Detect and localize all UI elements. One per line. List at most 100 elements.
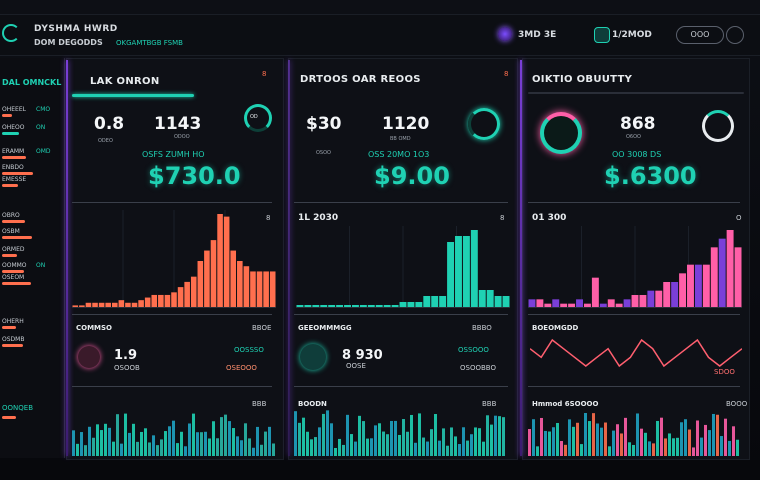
bar bbox=[72, 305, 79, 308]
panel-1-bar-chart bbox=[72, 210, 276, 308]
bar bbox=[336, 305, 344, 308]
sidebar-item-label[interactable]: OBRO bbox=[2, 212, 20, 219]
sidebar-item-bar bbox=[2, 156, 26, 159]
sidebar-item-label[interactable]: OSDMB bbox=[2, 336, 25, 343]
panel-2-status-icon[interactable] bbox=[300, 344, 326, 370]
panel-2-glow-edge bbox=[288, 60, 290, 456]
strip-bar bbox=[362, 421, 365, 456]
panel-3-mid-label: OO 3008 DS bbox=[612, 150, 662, 159]
bar bbox=[478, 290, 486, 308]
strip-bar bbox=[568, 419, 571, 456]
bar bbox=[230, 250, 237, 308]
bar bbox=[312, 305, 320, 308]
bar bbox=[131, 302, 138, 308]
bar bbox=[494, 296, 502, 308]
strip-bar bbox=[402, 419, 405, 456]
panel-3-divider-3 bbox=[528, 386, 740, 387]
strip-bar bbox=[696, 420, 699, 456]
strip-bar bbox=[700, 437, 703, 456]
sidebar-item-bar bbox=[2, 114, 12, 117]
strip-bar bbox=[564, 444, 567, 456]
sidebar-item-label[interactable]: OSEOM bbox=[2, 274, 25, 281]
strip-bar bbox=[378, 423, 381, 456]
bar bbox=[399, 302, 407, 308]
strip-bar bbox=[338, 438, 341, 456]
panel-1-section-right: BBOE bbox=[252, 324, 272, 332]
sidebar-item-bar bbox=[2, 132, 19, 135]
strip-bar bbox=[108, 427, 111, 456]
sidebar-item-bar bbox=[2, 326, 16, 329]
sidebar-item-value: ON bbox=[36, 124, 46, 131]
sidebar-item-label[interactable]: OOMMO bbox=[2, 262, 27, 269]
panel-1-alert-icon[interactable] bbox=[78, 346, 100, 368]
strip-bar bbox=[438, 440, 441, 456]
sidebar-item-label[interactable]: OSBM bbox=[2, 228, 20, 235]
strip-bar bbox=[736, 439, 739, 456]
bar bbox=[237, 261, 243, 308]
sidebar-bottom-label[interactable]: OONQEB bbox=[2, 404, 33, 412]
sidebar-item-label[interactable]: OHEOO bbox=[2, 124, 25, 131]
bar bbox=[85, 302, 92, 308]
bar bbox=[568, 303, 576, 308]
user-label[interactable]: 3MD 3E bbox=[518, 30, 557, 40]
user-avatar-icon[interactable] bbox=[498, 27, 512, 41]
calendar-icon[interactable] bbox=[594, 27, 610, 43]
brand-subtitle: DOM DEGODDS bbox=[34, 38, 103, 47]
panel-2-divider bbox=[294, 202, 508, 203]
bar bbox=[263, 271, 269, 308]
panel-3-donut-icon[interactable] bbox=[540, 112, 582, 154]
strip-bar bbox=[442, 428, 445, 456]
strip-bar bbox=[124, 413, 127, 456]
panel-2-big-value: $9.00 bbox=[374, 162, 450, 190]
bar bbox=[98, 302, 105, 308]
strip-bar bbox=[382, 431, 385, 456]
bar bbox=[544, 303, 552, 308]
strip-bar bbox=[358, 415, 361, 456]
strip-bar bbox=[684, 419, 687, 456]
strip-bar bbox=[624, 417, 627, 456]
bar bbox=[92, 302, 98, 308]
bar bbox=[470, 230, 478, 308]
bar bbox=[455, 236, 462, 308]
strip-bar bbox=[200, 432, 203, 456]
bar bbox=[447, 242, 455, 308]
sidebar-item-label[interactable]: OHEEEL bbox=[2, 106, 26, 113]
bar bbox=[576, 299, 583, 308]
strip-bar bbox=[588, 421, 591, 456]
strip-bar bbox=[188, 423, 191, 456]
strip-bar bbox=[156, 445, 159, 456]
strip-bar bbox=[256, 426, 259, 456]
panel-3-bottom-right: BOOO bbox=[726, 400, 748, 408]
sidebar-item-label[interactable]: EMESSE bbox=[2, 176, 27, 183]
sidebar-item-label[interactable]: ERAMM bbox=[2, 148, 25, 155]
bar bbox=[552, 299, 560, 308]
strip-bar bbox=[164, 431, 167, 456]
settings-circle-button[interactable] bbox=[726, 26, 744, 44]
sidebar-item-label[interactable]: ORMED bbox=[2, 246, 25, 253]
panel-3-strip-chart bbox=[528, 412, 739, 456]
strip-bar bbox=[596, 423, 599, 456]
bar bbox=[639, 295, 647, 308]
strip-bar bbox=[528, 429, 531, 456]
panel-1-section-value: 1.9 bbox=[114, 348, 138, 363]
bar bbox=[734, 247, 742, 308]
strip-bar bbox=[584, 412, 587, 456]
strip-bar bbox=[418, 413, 421, 456]
sidebar-item-bar bbox=[2, 184, 18, 187]
panel-2-strip-chart bbox=[294, 410, 505, 456]
sidebar-item-label[interactable]: OHERH bbox=[2, 318, 24, 325]
bar bbox=[171, 292, 177, 308]
bar bbox=[560, 303, 568, 308]
strip-bar bbox=[148, 442, 151, 456]
strip-bar bbox=[144, 428, 147, 456]
panel-2-kpi-b: 1120 bbox=[382, 114, 430, 134]
bar bbox=[439, 296, 447, 308]
bar bbox=[718, 238, 726, 308]
strip-bar bbox=[716, 414, 719, 456]
toggle-pill-button[interactable]: OOO bbox=[676, 26, 724, 44]
logo-icon[interactable] bbox=[2, 24, 20, 42]
date-label[interactable]: 1/2MOD bbox=[612, 30, 652, 40]
strip-bar bbox=[532, 419, 535, 456]
sidebar-item-label[interactable]: ENBDO bbox=[2, 164, 24, 171]
top-bar bbox=[0, 14, 760, 56]
